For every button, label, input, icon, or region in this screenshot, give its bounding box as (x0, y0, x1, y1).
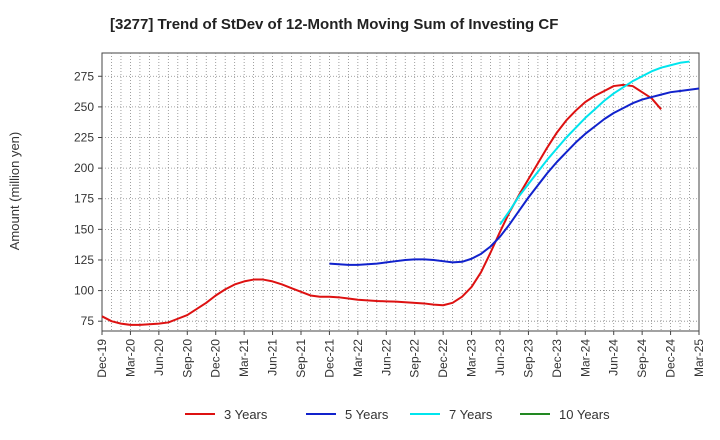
plot-area (101, 52, 700, 332)
y-tick-label: 150 (74, 222, 94, 236)
x-tick-label: Jun-23 (493, 339, 507, 376)
legend-10-years-label: 10 Years (559, 407, 610, 422)
legend: 3 Years 5 Years 7 Years 10 Years (185, 407, 610, 422)
y-tick-label: 100 (74, 284, 94, 298)
x-tick-label: Sep-23 (521, 339, 535, 378)
series-line-5-years (329, 87, 700, 266)
x-tick-label: Jun-21 (266, 339, 280, 376)
legend-7-years-label: 7 Years (449, 407, 493, 422)
x-tick-label: Mar-23 (465, 339, 479, 377)
x-tick-label: Dec-19 (95, 339, 109, 378)
y-axis: 75 100 125 150 175 200 225 250 275 (74, 69, 102, 328)
legend-5-years-label: 5 Years (345, 407, 389, 422)
x-tick-label: Dec-22 (436, 339, 450, 378)
x-tick-label: Jun-24 (607, 339, 621, 376)
x-tick-label: Jun-22 (379, 339, 393, 376)
legend-3-years-label: 3 Years (224, 407, 268, 422)
x-tick-label: Dec-20 (209, 339, 223, 378)
y-tick-label: 125 (74, 253, 94, 267)
y-tick-label: 250 (74, 100, 94, 114)
series-line-7-years (499, 60, 690, 226)
series-line-3-years (101, 83, 662, 326)
y-tick-label: 75 (81, 314, 95, 328)
x-axis: Dec-19 Mar-20 Jun-20 Sep-20 Dec-20 Mar-21 Jun-… (95, 331, 706, 378)
x-tick-label: Sep-20 (180, 339, 194, 378)
y-tick-label: 275 (74, 69, 94, 83)
x-tick-label: Mar-20 (123, 339, 137, 377)
x-tick-label: Sep-22 (408, 339, 422, 378)
y-tick-label: 200 (74, 161, 94, 175)
y-axis-label: Amount (million yen) (7, 132, 22, 251)
x-tick-label: Jun-20 (152, 339, 166, 376)
x-tick-label: Mar-24 (578, 339, 592, 377)
x-tick-label: Mar-21 (237, 339, 251, 377)
x-tick-label: Dec-21 (322, 339, 336, 378)
y-tick-label: 175 (74, 192, 94, 206)
series-lines (101, 60, 700, 326)
x-tick-label: Dec-23 (550, 339, 564, 378)
y-tick-label: 225 (74, 131, 94, 145)
x-tick-label: Mar-25 (692, 339, 706, 377)
x-tick-label: Sep-24 (635, 339, 649, 378)
x-tick-label: Sep-21 (294, 339, 308, 378)
chart-title: [3277] Trend of StDev of 12-Month Moving… (110, 16, 558, 33)
x-tick-label: Mar-22 (351, 339, 365, 377)
x-tick-label: Dec-24 (664, 339, 678, 378)
